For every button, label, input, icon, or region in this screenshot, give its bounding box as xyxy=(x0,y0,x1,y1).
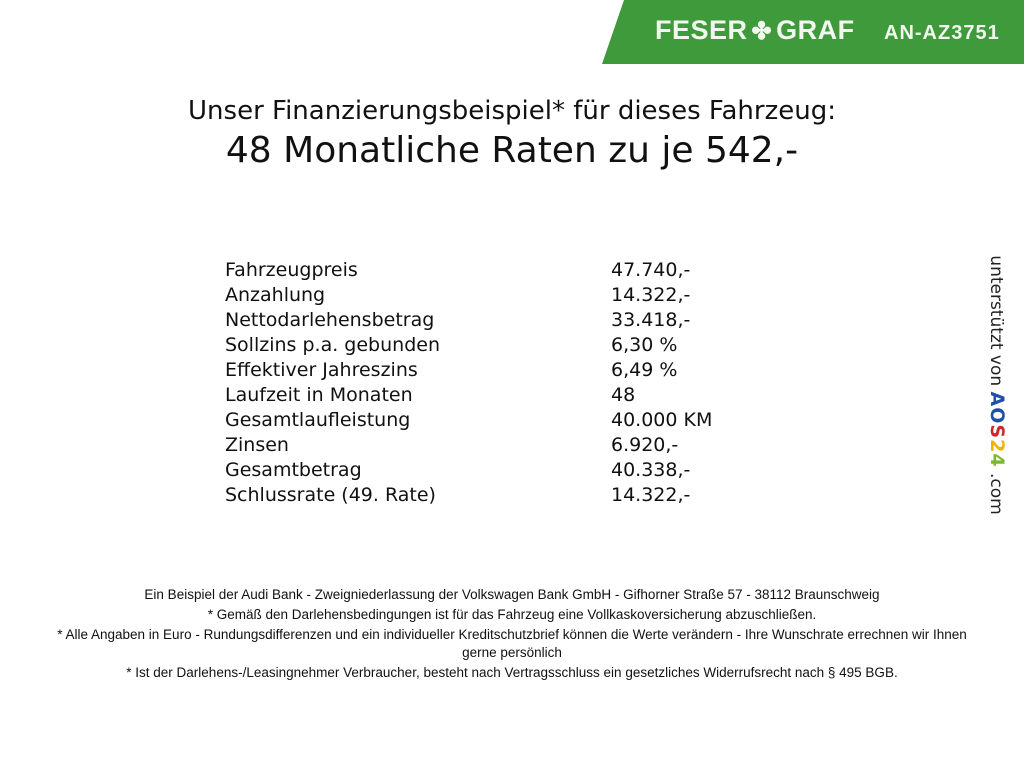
row-label: Gesamtbetrag xyxy=(225,459,362,481)
row-label: Gesamtlaufleistung xyxy=(225,409,411,431)
row-label: Schlussrate (49. Rate) xyxy=(225,484,436,506)
row-label: Anzahlung xyxy=(225,284,326,306)
heading-line1: Unser Finanzierungsbeispiel* für dieses … xyxy=(188,96,836,126)
row-label: Nettodarlehensbetrag xyxy=(225,309,435,331)
sponsor-note: unterstützt von AOS24 .com xyxy=(986,255,1008,514)
brand-banner xyxy=(602,0,1024,64)
table-row: Schlussrate (49. Rate) 14.322,- xyxy=(225,483,745,508)
disclaimer-line: Ein Beispiel der Audi Bank - Zweignieder… xyxy=(144,587,880,602)
disclaimer-line: * Gemäß den Darlehensbedingungen ist für… xyxy=(207,607,817,622)
row-value: 40.338,- xyxy=(611,459,691,481)
table-row: Zinsen 6.920,- xyxy=(225,433,745,458)
disclaimer: Ein Beispiel der Audi Bank - Zweignieder… xyxy=(40,586,984,684)
row-label: Effektiver Jahreszins xyxy=(225,359,418,381)
clover-icon: ✤ xyxy=(751,18,773,45)
sponsor-suffix: .com xyxy=(986,472,1006,515)
table-row: Gesamtbetrag 40.338,- xyxy=(225,458,745,483)
sponsor-text: unterstützt von xyxy=(986,255,1006,387)
aos24-logo: AOS24 xyxy=(986,391,1008,468)
row-value: 40.000 KM xyxy=(611,409,713,431)
row-value: 14.322,- xyxy=(611,484,691,506)
row-label: Laufzeit in Monaten xyxy=(225,384,413,406)
row-value: 14.322,- xyxy=(611,284,691,306)
disclaimer-line: * Ist der Darlehens-/Leasingnehmer Verbr… xyxy=(126,665,898,680)
row-value: 47.740,- xyxy=(611,259,691,281)
brand-name-right: GRAF xyxy=(776,15,855,45)
finance-table: Fahrzeugpreis 47.740,- Anzahlung 14.322,- Ne… xyxy=(225,258,745,508)
table-row: Sollzins p.a. gebunden 6,30 % xyxy=(225,333,745,358)
table-row: Anzahlung 14.322,- xyxy=(225,283,745,308)
heading-line2: 48 Monatliche Raten zu je 542,- xyxy=(225,130,799,171)
row-value: 6,49 % xyxy=(611,359,678,381)
table-row: Gesamtlaufleistung 40.000 KM xyxy=(225,408,745,433)
disclaimer-line: * Alle Angaben in Euro - Rundungsdiffere… xyxy=(57,627,967,660)
row-value: 33.418,- xyxy=(611,309,691,331)
table-row: Nettodarlehensbetrag 33.418,- xyxy=(225,308,745,333)
row-value: 6,30 % xyxy=(611,334,678,356)
brand-name-left: FESER xyxy=(655,15,748,45)
row-value: 6.920,- xyxy=(611,434,679,456)
brand-logo: FESER ✤ GRAF xyxy=(655,15,855,46)
row-label: Zinsen xyxy=(225,434,289,456)
ad-id: AN-AZ3751 xyxy=(884,22,1000,44)
row-label: Sollzins p.a. gebunden xyxy=(225,334,440,356)
table-row: Fahrzeugpreis 47.740,- xyxy=(225,258,745,283)
table-row: Effektiver Jahreszins 6,49 % xyxy=(225,358,745,383)
row-value: 48 xyxy=(611,384,636,406)
row-label: Fahrzeugpreis xyxy=(225,259,358,281)
table-row: Laufzeit in Monaten 48 xyxy=(225,383,745,408)
